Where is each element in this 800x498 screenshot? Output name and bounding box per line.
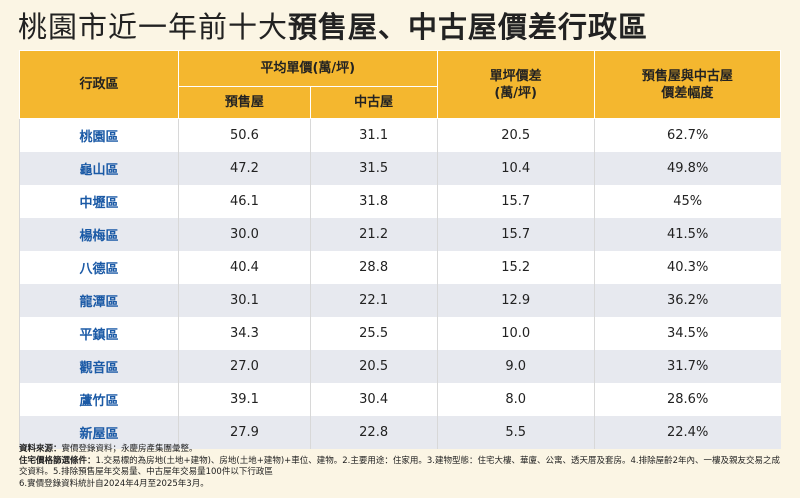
value-cell: 34.5% — [593, 317, 781, 350]
value-cell: 31.5 — [309, 152, 437, 185]
header-cell: 預售屋與中古屋 價差幅度 — [593, 50, 782, 119]
table-body: 桃園區 50.6 31.1 20.5 62.7% 龜山區 47.2 31.5 10.4 49.8%… — [18, 118, 781, 449]
table-row: 龜山區 47.2 31.5 10.4 49.8% — [18, 152, 781, 185]
value-cell: 22.1 — [309, 284, 437, 317]
district-cell: 桃園區 — [18, 118, 179, 152]
note-label: 住宅價格篩選條件： — [19, 455, 96, 466]
value-cell: 27.0 — [178, 350, 311, 383]
note-text: 實價登錄資料；永慶房產集團彙整。 — [61, 444, 198, 454]
value-cell: 30.1 — [178, 284, 311, 317]
value-cell: 22.8 — [309, 416, 437, 449]
value-cell: 28.8 — [309, 251, 437, 284]
header-cell: 預售屋 — [178, 86, 311, 119]
value-cell: 20.5 — [436, 118, 595, 152]
notes: 資料來源：實價登錄資料；永慶房產集團彙整。 住宅價格篩選條件：1.交易標的為房地(… — [19, 444, 781, 490]
note-line: 資料來源：實價登錄資料；永慶房產集團彙整。 — [19, 444, 781, 456]
value-cell: 8.0 — [436, 383, 595, 416]
table-row: 龍潭區 30.1 22.1 12.9 36.2% — [18, 284, 781, 317]
table-row: 中壢區 46.1 31.8 15.7 45% — [18, 185, 781, 218]
district-cell: 八德區 — [18, 251, 179, 284]
value-cell: 15.7 — [436, 218, 595, 251]
header-cell: 行政區 — [18, 50, 180, 119]
note-text: 1.交易標的為房地(土地+建物)、房地(土地+建物)+車位、建物。2.主要用途：… — [19, 455, 781, 478]
value-cell: 10.4 — [436, 152, 595, 185]
table-row: 新屋區 27.9 22.8 5.5 22.4% — [18, 416, 781, 449]
title: 桃園市近一年前十大預售屋、中古屋價差行政區 — [18, 4, 648, 46]
table-row: 桃園區 50.6 31.1 20.5 62.7% — [18, 118, 781, 152]
value-cell: 30.0 — [178, 218, 311, 251]
district-cell: 楊梅區 — [18, 218, 179, 251]
district-cell: 新屋區 — [18, 416, 179, 449]
value-cell: 21.2 — [309, 218, 437, 251]
district-cell: 平鎮區 — [18, 317, 179, 350]
district-cell: 蘆竹區 — [18, 383, 179, 416]
value-cell: 10.0 — [436, 317, 595, 350]
value-cell: 41.5% — [593, 218, 781, 251]
value-cell: 62.7% — [593, 118, 781, 152]
note-line: 住宅價格篩選條件：1.交易標的為房地(土地+建物)、房地(土地+建物)+車位、建… — [19, 456, 781, 479]
table-row: 平鎮區 34.3 25.5 10.0 34.5% — [18, 317, 781, 350]
value-cell: 40.3% — [593, 251, 781, 284]
district-cell: 龍潭區 — [18, 284, 179, 317]
district-cell: 中壢區 — [18, 185, 179, 218]
value-cell: 47.2 — [178, 152, 311, 185]
note-line: 6.實價登錄資料統計自2024年4月至2025年3月。 — [19, 479, 781, 491]
value-cell: 40.4 — [178, 251, 311, 284]
header-cell: 平均單價(萬/坪) — [178, 50, 438, 87]
value-cell: 28.6% — [593, 383, 781, 416]
table-row: 觀音區 27.0 20.5 9.0 31.7% — [18, 350, 781, 383]
value-cell: 31.8 — [309, 185, 437, 218]
value-cell: 27.9 — [178, 416, 311, 449]
header-row: 行政區 平均單價(萬/坪) 單坪價差 (萬/坪) 預售屋與中古屋 價差幅度 — [18, 50, 782, 119]
table-row: 楊梅區 30.0 21.2 15.7 41.5% — [18, 218, 781, 251]
value-cell: 46.1 — [178, 185, 311, 218]
table-row: 八德區 40.4 28.8 15.2 40.3% — [18, 251, 781, 284]
value-cell: 34.3 — [178, 317, 311, 350]
note-label: 資料來源： — [19, 444, 62, 454]
value-cell: 49.8% — [593, 152, 781, 185]
title-bold: 預售屋、中古屋價差行政區 — [288, 10, 649, 44]
value-cell: 12.9 — [436, 284, 595, 317]
value-cell: 31.7% — [593, 350, 781, 383]
value-cell: 31.1 — [309, 118, 437, 152]
value-cell: 9.0 — [436, 350, 595, 383]
value-cell: 36.2% — [593, 284, 781, 317]
table-row: 蘆竹區 39.1 30.4 8.0 28.6% — [18, 383, 781, 416]
value-cell: 39.1 — [178, 383, 311, 416]
title-normal: 桃園市近一年前十大 — [18, 10, 289, 44]
value-cell: 50.6 — [178, 118, 311, 152]
value-cell: 15.7 — [436, 185, 595, 218]
header-cell: 中古屋 — [309, 86, 438, 119]
header-cell: 單坪價差 (萬/坪) — [436, 50, 595, 119]
value-cell: 45% — [593, 185, 781, 218]
value-cell: 25.5 — [309, 317, 437, 350]
value-cell: 5.5 — [436, 416, 595, 449]
district-cell: 觀音區 — [18, 350, 179, 383]
header-row: 預售屋 中古屋 — [20, 86, 781, 119]
value-cell: 15.2 — [436, 251, 595, 284]
value-cell: 20.5 — [309, 350, 437, 383]
district-cell: 龜山區 — [18, 152, 179, 185]
value-cell: 22.4% — [593, 416, 781, 449]
value-cell: 30.4 — [309, 383, 437, 416]
table-header: 行政區 平均單價(萬/坪) 單坪價差 (萬/坪) 預售屋與中古屋 價差幅度 預售… — [18, 50, 782, 119]
note-text: 6.實價登錄資料統計自2024年4月至2025年3月。 — [19, 478, 209, 489]
price-table: 行政區 平均單價(萬/坪) 單坪價差 (萬/坪) 預售屋與中古屋 價差幅度 預售… — [18, 50, 782, 449]
